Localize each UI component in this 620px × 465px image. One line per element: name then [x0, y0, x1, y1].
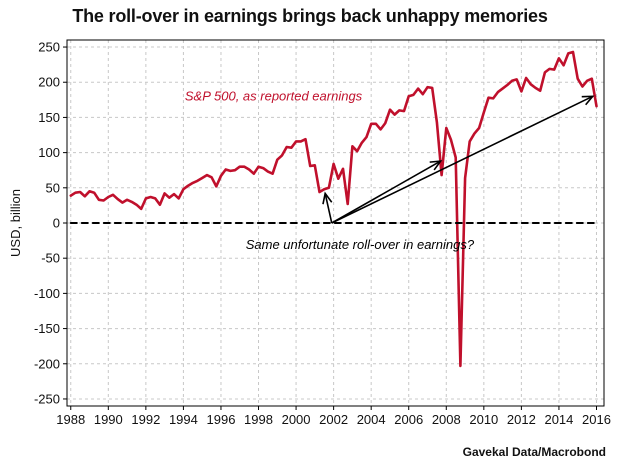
y-tick-label: 250 [38, 40, 60, 55]
x-tick-label: 1988 [56, 412, 85, 427]
arrow-shaft [331, 160, 442, 224]
x-tick-label: 2012 [507, 412, 536, 427]
y-tick-label: -150 [34, 321, 60, 336]
y-tick-label: 100 [38, 145, 60, 160]
arrow-head [581, 95, 595, 106]
arrow-head [322, 191, 333, 205]
y-axis-ticks: -250 -200 -150 -100 -50 0 50 100 150 200 250 [34, 40, 67, 406]
series-line-sp500-earnings [69, 50, 598, 368]
y-tick-label: -250 [34, 391, 60, 406]
x-tick-label: 2016 [582, 412, 611, 427]
x-tick-label: 1992 [131, 412, 160, 427]
x-tick-label: 1996 [207, 412, 236, 427]
x-tick-label: 2010 [469, 412, 498, 427]
chart-title: The roll-over in earnings brings back un… [72, 6, 548, 26]
x-tick-label: 2004 [357, 412, 386, 427]
x-tick-label: 1998 [244, 412, 273, 427]
x-tick-label: 2000 [282, 412, 311, 427]
y-tick-label: 50 [46, 180, 60, 195]
x-tick-label: 2008 [432, 412, 461, 427]
x-axis-ticks: 1988 1990 1992 1994 1996 1998 2000 2002 2004 2006… [56, 406, 611, 427]
y-tick-label: 200 [38, 75, 60, 90]
annotations-layer: S&P 500, as reported earnings Same unfort… [185, 89, 475, 253]
y-tick-label: 150 [38, 110, 60, 125]
y-tick-label: -200 [34, 356, 60, 371]
y-axis-label: USD, billion [8, 189, 23, 257]
x-tick-label: 2014 [544, 412, 573, 427]
arrow-shaft [324, 193, 333, 224]
x-tick-label: 2002 [319, 412, 348, 427]
arrow-head [429, 160, 443, 171]
arrow-shaft [331, 95, 594, 224]
annotation-label: Same unfortunate roll-over in earnings? [246, 237, 475, 252]
x-tick-label: 1990 [94, 412, 123, 427]
x-tick-label: 2006 [394, 412, 423, 427]
x-tick-label: 1994 [169, 412, 198, 427]
annotation-label: S&P 500, as reported earnings [185, 89, 363, 104]
source-credit: Gavekal Data/Macrobond [462, 445, 606, 459]
y-tick-label: -100 [34, 286, 60, 301]
arrows-layer [322, 95, 595, 224]
y-tick-label: -50 [41, 251, 60, 266]
series-layer [69, 50, 598, 368]
y-tick-label: 0 [53, 216, 60, 231]
